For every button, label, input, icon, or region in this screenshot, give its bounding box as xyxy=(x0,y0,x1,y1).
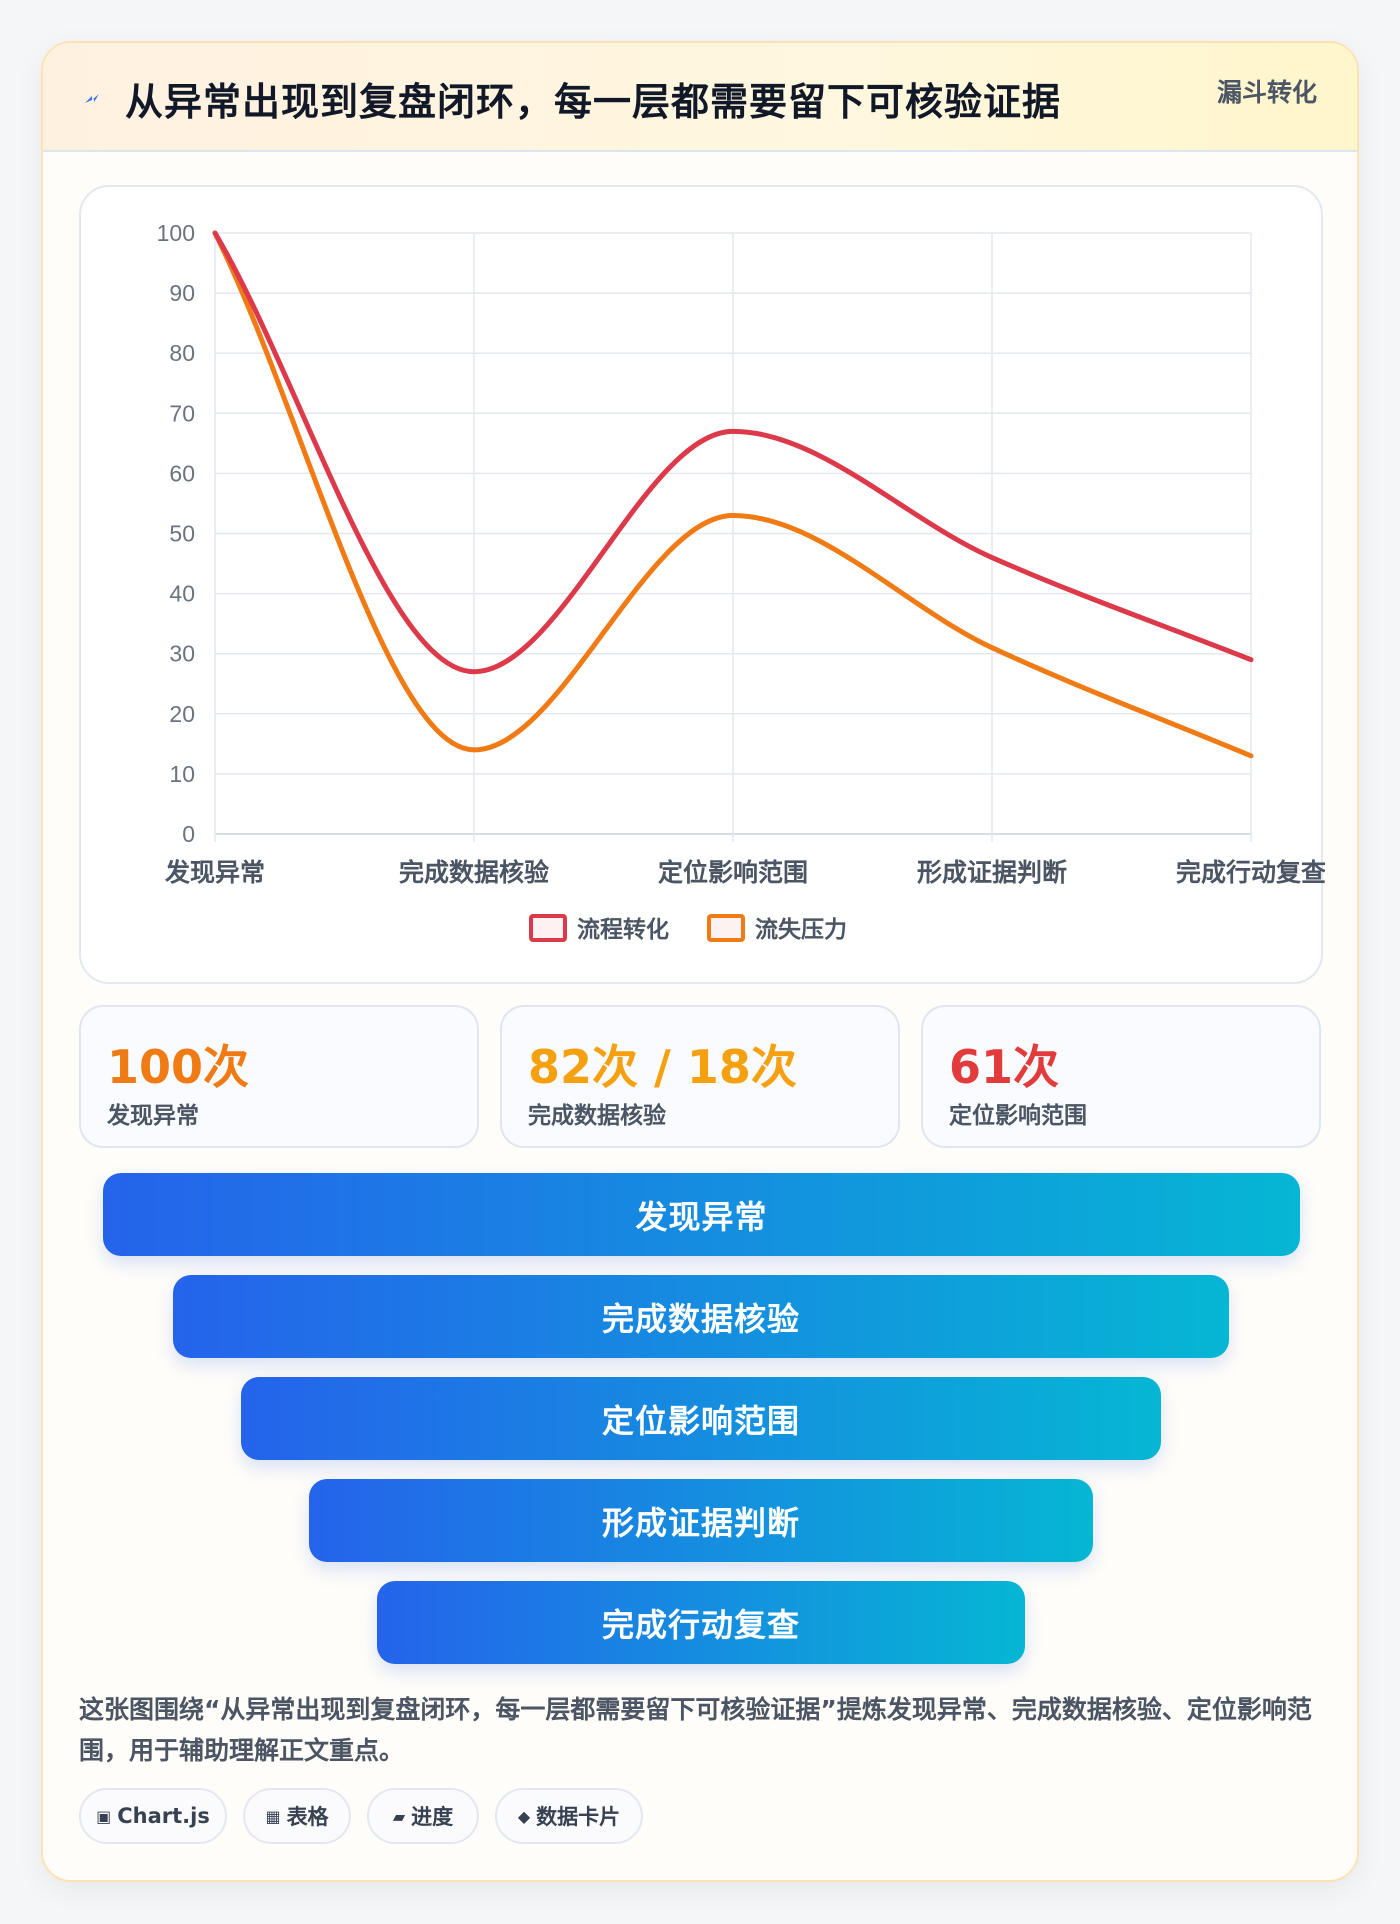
table-icon: ▦ xyxy=(265,1806,281,1826)
x-tick-label: 完成数据核验 xyxy=(399,858,549,887)
line-chart-svg: 0 10 20 30 40 50 60 70 80 90 100 发现异常 完成数据核验 定位影响范围 形成… xyxy=(157,220,1325,943)
x-tick-label: 形成证据判断 xyxy=(917,858,1067,887)
stat-card: 100次 发现异常 xyxy=(79,1005,479,1148)
x-tick-label: 发现异常 xyxy=(164,858,265,887)
y-tick-label: 10 xyxy=(169,761,195,787)
legend-label: 流失压力 xyxy=(755,916,847,943)
y-tick-label: 70 xyxy=(169,400,195,426)
stat-cards: 100次 发现异常 82次 / 18次 完成数据核验 61次 定位影响范围 xyxy=(79,1005,1323,1148)
funnel-stage: 完成数据核验 xyxy=(173,1275,1229,1358)
diamond-icon: ◆ xyxy=(517,1806,531,1826)
y-tick-label: 0 xyxy=(182,821,195,847)
funnel-stage: 发现异常 xyxy=(103,1173,1300,1256)
stat-card: 61次 定位影响范围 xyxy=(921,1005,1321,1148)
funnel-stage: 定位影响范围 xyxy=(241,1377,1161,1460)
y-tick-label: 60 xyxy=(169,460,195,486)
infographic-card: 从异常出现到复盘闭环，每一层都需要留下可核验证据 漏斗转化 0 10 20 30 40 5… xyxy=(41,41,1359,1882)
chip-progress: ▰ 进度 xyxy=(367,1788,479,1844)
chip-label: 进度 xyxy=(411,1805,454,1829)
y-tick-label: 80 xyxy=(169,340,195,366)
lightning-icon xyxy=(85,94,99,103)
legend-swatch xyxy=(707,914,745,942)
chip-label: 表格 xyxy=(286,1805,329,1829)
card-header: 从异常出现到复盘闭环，每一层都需要留下可核验证据 漏斗转化 xyxy=(43,43,1357,152)
y-tick-label: 40 xyxy=(169,581,195,607)
y-tick-label: 100 xyxy=(157,220,195,246)
stat-label: 发现异常 xyxy=(107,1103,199,1129)
series-line xyxy=(212,230,1254,759)
line-chart: 0 10 20 30 40 50 60 70 80 90 100 发现异常 完成数据核验 定位影响范围 形成… xyxy=(79,185,1325,984)
legend-label: 流程转化 xyxy=(577,916,669,943)
progress-icon: ▰ xyxy=(392,1806,406,1826)
stat-value: 82次 / 18次 xyxy=(528,1040,797,1094)
stat-label: 定位影响范围 xyxy=(949,1103,1087,1129)
stat-value: 61次 xyxy=(949,1040,1060,1094)
chart-type-tag: 漏斗转化 xyxy=(1216,78,1317,107)
x-tick-label: 定位影响范围 xyxy=(658,858,808,887)
legend-swatch xyxy=(529,914,567,942)
y-tick-label: 50 xyxy=(169,521,195,547)
chip-chartjs: ▣ Chart.js xyxy=(79,1788,227,1844)
y-tick-label: 90 xyxy=(169,280,195,306)
chart-icon: ▣ xyxy=(96,1806,112,1826)
y-tick-label: 20 xyxy=(169,701,195,727)
chip-data-card: ◆ 数据卡片 xyxy=(495,1788,643,1844)
chart-description: 这张图围绕“从异常出现到复盘闭环，每一层都需要留下可核验证据”提炼发现异常、完成… xyxy=(79,1695,1312,1765)
series-line xyxy=(212,230,1254,675)
card-title: 从异常出现到复盘闭环，每一层都需要留下可核验证据 xyxy=(125,80,1062,124)
stat-label: 完成数据核验 xyxy=(528,1103,666,1129)
chip-label: 数据卡片 xyxy=(536,1805,621,1829)
funnel-stage: 形成证据判断 xyxy=(309,1479,1093,1562)
stat-card: 82次 / 18次 完成数据核验 xyxy=(500,1005,900,1148)
x-tick-label: 完成行动复查 xyxy=(1176,858,1325,887)
y-tick-label: 30 xyxy=(169,641,195,667)
stat-value: 100次 xyxy=(107,1040,250,1094)
chip-table: ▦ 表格 xyxy=(243,1788,351,1844)
funnel-stage: 完成行动复查 xyxy=(377,1581,1025,1664)
chip-label: Chart.js xyxy=(117,1804,210,1828)
